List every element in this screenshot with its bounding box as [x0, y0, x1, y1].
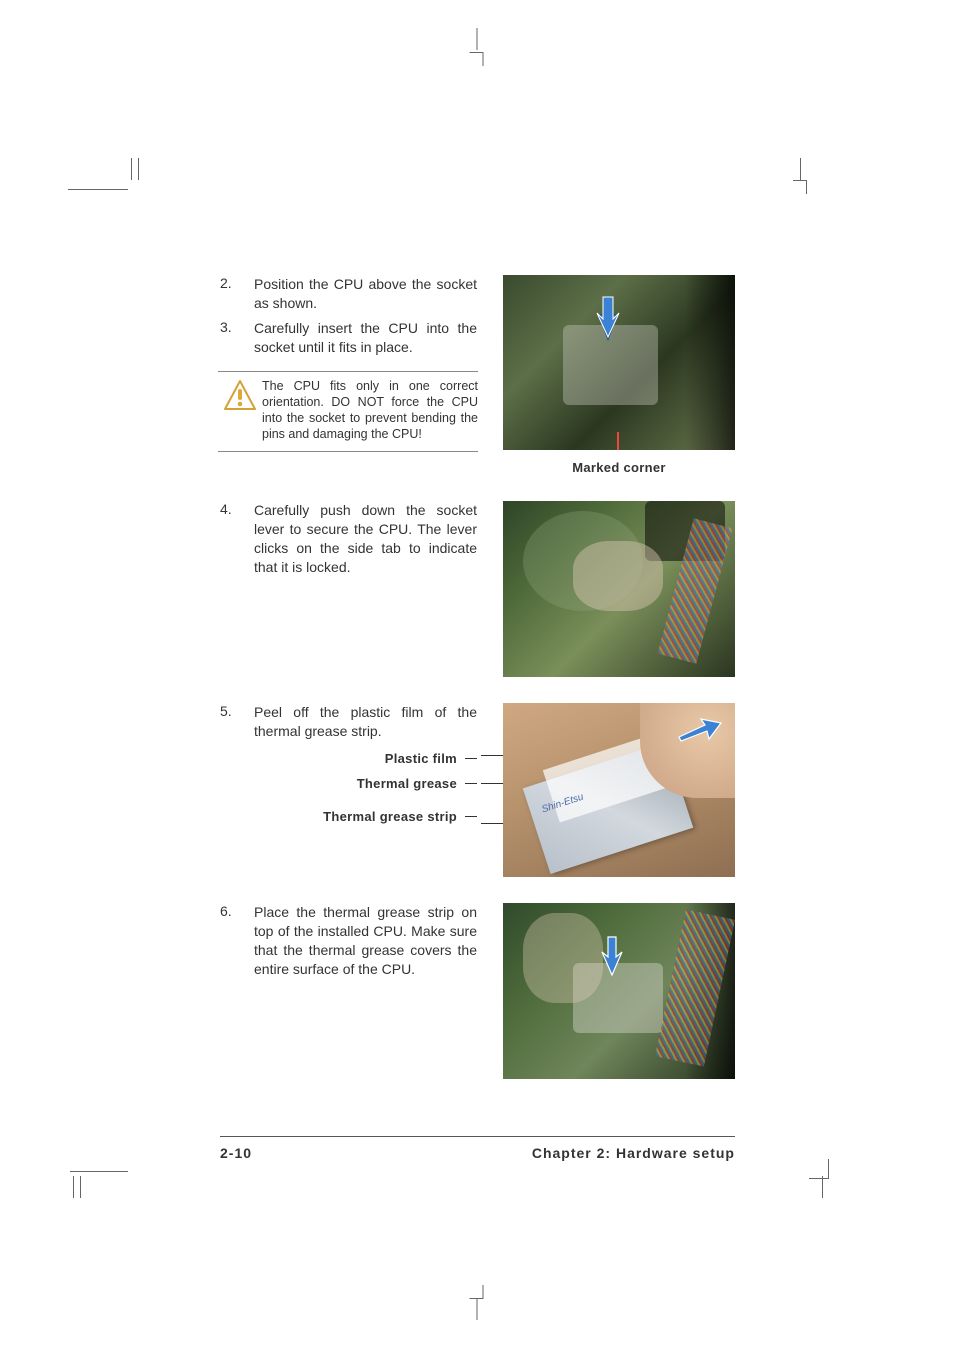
right-col-2: [503, 501, 735, 677]
step-2: 2. Position the CPU above the socket as …: [220, 275, 477, 313]
label-plastic-film: Plastic film: [220, 751, 477, 766]
step-2-num: 2.: [220, 275, 254, 313]
step-6-text: Place the thermal grease strip on top of…: [254, 903, 477, 979]
caution-icon: [218, 378, 262, 414]
step-5: 5. Peel off the plastic film of the ther…: [220, 703, 477, 741]
row-step-2-3: 2. Position the CPU above the socket as …: [220, 275, 735, 475]
annotation-labels: Plastic film Thermal grease Thermal grea…: [220, 751, 477, 824]
page-footer: 2-10 Chapter 2: Hardware setup: [220, 1136, 735, 1161]
step-3-num: 3.: [220, 319, 254, 357]
chapter-title: Chapter 2: Hardware setup: [532, 1145, 735, 1161]
caption-marked-corner: Marked corner: [503, 460, 735, 475]
photo-lock-lever: [503, 501, 735, 677]
left-col-4: 6. Place the thermal grease strip on top…: [220, 903, 477, 985]
left-col-3: 5. Peel off the plastic film of the ther…: [220, 703, 477, 834]
row-step-5: 5. Peel off the plastic film of the ther…: [220, 703, 735, 877]
left-col-2: 4. Carefully push down the socket lever …: [220, 501, 477, 583]
step-4-text: Carefully push down the socket lever to …: [254, 501, 477, 577]
label-thermal-grease-strip: Thermal grease strip: [220, 809, 477, 824]
step-4-num: 4.: [220, 501, 254, 577]
photo-peel-film: Shin-Etsu: [503, 703, 735, 877]
row-step-6: 6. Place the thermal grease strip on top…: [220, 903, 735, 1079]
step-2-text: Position the CPU above the socket as sho…: [254, 275, 477, 313]
step-3: 3. Carefully insert the CPU into the soc…: [220, 319, 477, 357]
page-content: 2. Position the CPU above the socket as …: [220, 275, 735, 1089]
left-col-1: 2. Position the CPU above the socket as …: [220, 275, 477, 462]
caution-text: The CPU fits only in one correct orienta…: [262, 378, 478, 443]
page-number: 2-10: [220, 1145, 252, 1161]
photo-insert-cpu: [503, 275, 735, 450]
step-5-num: 5.: [220, 703, 254, 741]
right-col-4: [503, 903, 735, 1079]
step-4: 4. Carefully push down the socket lever …: [220, 501, 477, 577]
label-thermal-grease: Thermal grease: [220, 776, 477, 791]
caution-box: The CPU fits only in one correct orienta…: [218, 371, 478, 452]
right-col-1: Marked corner: [503, 275, 735, 475]
step-6-num: 6.: [220, 903, 254, 979]
row-step-4: 4. Carefully push down the socket lever …: [220, 501, 735, 677]
step-5-text: Peel off the plastic film of the thermal…: [254, 703, 477, 741]
photo-place-grease: [503, 903, 735, 1079]
right-col-3: Shin-Etsu: [503, 703, 735, 877]
step-6: 6. Place the thermal grease strip on top…: [220, 903, 477, 979]
step-3-text: Carefully insert the CPU into the socket…: [254, 319, 477, 357]
